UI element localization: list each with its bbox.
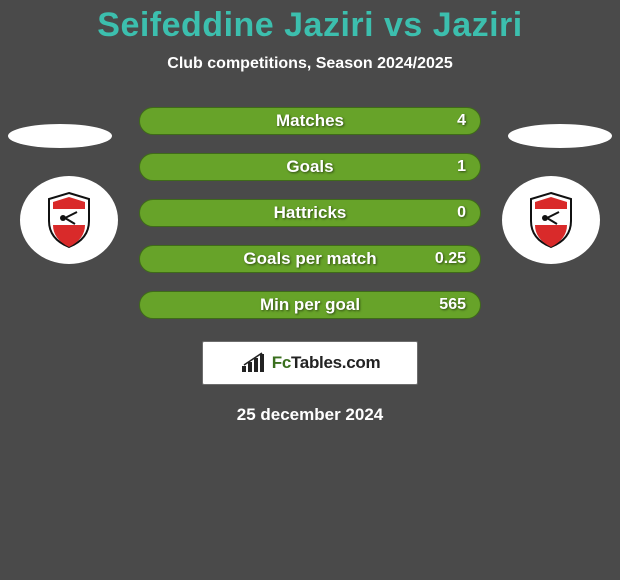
stat-label: Hattricks [274,203,347,223]
player-avatar-left [8,124,112,148]
stat-row-hattricks: Hattricks 0 [139,199,481,227]
stat-label: Goals per match [243,249,376,269]
stat-row-goals: Goals 1 [139,153,481,181]
stat-row-goals-per-match: Goals per match 0.25 [139,245,481,273]
stat-value: 4 [457,112,466,130]
logo-prefix: Fc [272,353,291,372]
logo-suffix: Tables.com [291,353,380,372]
stat-label: Min per goal [260,295,360,315]
stat-value: 565 [439,296,466,314]
club-badge-right [502,176,600,264]
logo-text: FcTables.com [272,353,381,373]
crest-icon [527,191,575,249]
stat-row-matches: Matches 4 [139,107,481,135]
snapshot-date: 25 december 2024 [237,405,384,425]
stat-value: 0 [457,204,466,222]
comparison-card: Seifeddine Jaziri vs Jaziri Club competi… [0,0,620,580]
bars-icon [240,352,268,374]
subtitle: Club competitions, Season 2024/2025 [167,55,452,73]
stat-label: Matches [276,111,344,131]
stat-label: Goals [286,157,333,177]
stat-value: 1 [457,158,466,176]
club-badge-left [20,176,118,264]
crest-icon [45,191,93,249]
stat-value: 0.25 [435,250,466,268]
source-logo: FcTables.com [202,341,418,385]
stat-row-min-per-goal: Min per goal 565 [139,291,481,319]
page-title: Seifeddine Jaziri vs Jaziri [97,6,522,45]
player-avatar-right [508,124,612,148]
